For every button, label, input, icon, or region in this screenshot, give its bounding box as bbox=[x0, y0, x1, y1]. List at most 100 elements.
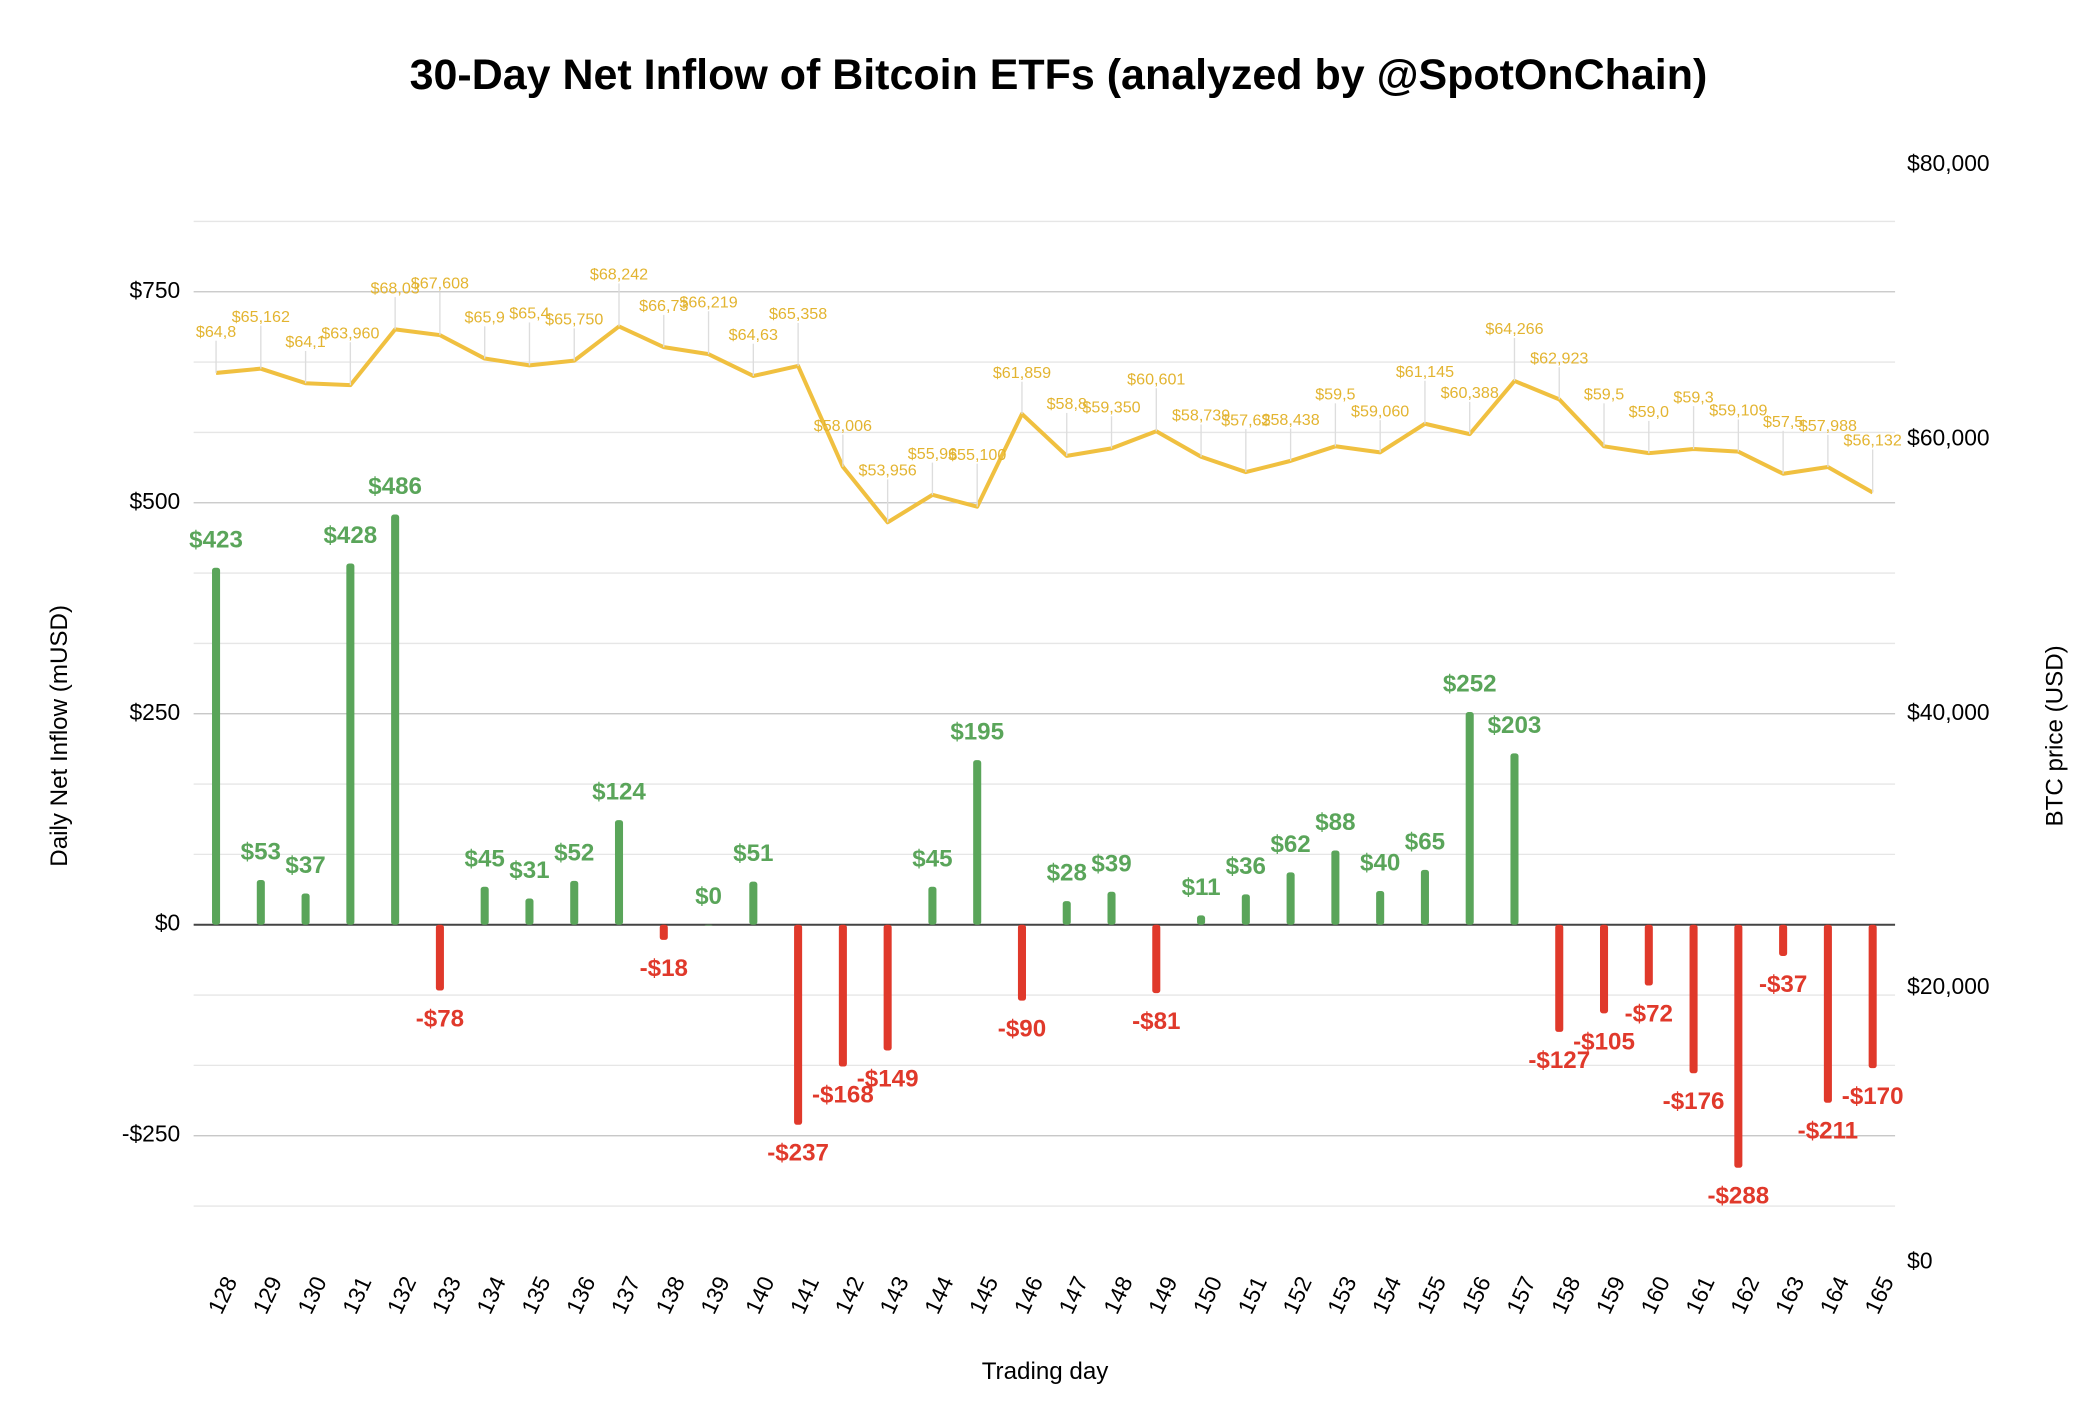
x-tick-label: 134 bbox=[471, 1272, 511, 1318]
x-axis-title: Trading day bbox=[982, 1358, 1110, 1385]
x-tick-label: 150 bbox=[1188, 1272, 1228, 1317]
price-value-label: $58,739 bbox=[1172, 407, 1230, 425]
x-tick-label: 161 bbox=[1680, 1272, 1720, 1317]
bar-value-label: $45 bbox=[465, 845, 505, 872]
x-tick-label: 138 bbox=[650, 1272, 690, 1317]
bar-value-label: $53 bbox=[241, 839, 281, 866]
price-value-label: $67,608 bbox=[411, 274, 469, 292]
price-value-label: $60,388 bbox=[1441, 384, 1499, 402]
bar-value-label: -$72 bbox=[1625, 1000, 1673, 1027]
bar bbox=[391, 514, 400, 925]
x-tick-label: 157 bbox=[1501, 1272, 1541, 1317]
y2-tick-label: $40,000 bbox=[1907, 699, 1989, 725]
price-value-label: $58,006 bbox=[814, 417, 872, 435]
x-tick-label: 131 bbox=[337, 1272, 377, 1317]
bar bbox=[973, 760, 982, 925]
bar-value-label: -$105 bbox=[1573, 1028, 1635, 1055]
bar-value-label: $252 bbox=[1443, 671, 1497, 698]
x-tick-label: 146 bbox=[1008, 1272, 1048, 1317]
price-value-label: $59,060 bbox=[1351, 402, 1409, 420]
bar bbox=[346, 563, 355, 925]
x-tick-label: 147 bbox=[1053, 1272, 1093, 1317]
price-value-label: $61,859 bbox=[993, 364, 1051, 382]
bar bbox=[1420, 869, 1429, 925]
price-value-label: $65,162 bbox=[232, 308, 290, 326]
price-value-label: $60,601 bbox=[1127, 370, 1185, 388]
bar bbox=[1376, 890, 1385, 925]
price-value-label: $64,266 bbox=[1485, 320, 1543, 338]
price-line bbox=[215, 324, 1874, 525]
bar-value-label: -$81 bbox=[1132, 1008, 1180, 1035]
price-value-label: $59,109 bbox=[1709, 402, 1767, 420]
y2-tick-label: $80,000 bbox=[1907, 150, 1989, 176]
bar-value-label: $40 bbox=[1360, 849, 1400, 876]
bar-value-label: -$78 bbox=[416, 1005, 464, 1032]
price-value-label: $65,9 bbox=[465, 309, 505, 327]
bar bbox=[435, 924, 444, 991]
x-tick-label: 159 bbox=[1590, 1272, 1630, 1317]
bar bbox=[1779, 924, 1788, 956]
x-tick-label: 155 bbox=[1411, 1272, 1451, 1317]
bar bbox=[749, 881, 758, 925]
bar-value-label: $428 bbox=[323, 522, 377, 549]
price-value-label: $58,8 bbox=[1047, 395, 1087, 413]
x-tick-label: 141 bbox=[785, 1272, 825, 1317]
bar-value-label: $423 bbox=[189, 526, 243, 553]
x-tick-label: 164 bbox=[1814, 1272, 1854, 1318]
x-tick-label: 151 bbox=[1232, 1272, 1272, 1317]
x-tick-label: 139 bbox=[695, 1272, 735, 1317]
bar-value-label: $203 bbox=[1488, 712, 1542, 739]
y-tick-label: $750 bbox=[129, 277, 180, 303]
price-value-label: $65,358 bbox=[769, 305, 827, 323]
bar bbox=[838, 924, 847, 1067]
bar bbox=[704, 924, 713, 926]
bar-value-label: -$288 bbox=[1707, 1183, 1769, 1210]
bar bbox=[883, 924, 892, 1051]
x-tick-label: 152 bbox=[1277, 1272, 1317, 1317]
price-value-label: $55,96 bbox=[908, 445, 957, 463]
y2-tick-label: $0 bbox=[1907, 1247, 1932, 1273]
x-tick-label: 140 bbox=[740, 1272, 780, 1317]
bar-value-label: $0 bbox=[695, 883, 722, 910]
x-tick-label: 149 bbox=[1143, 1272, 1183, 1317]
price-value-label: $59,3 bbox=[1673, 388, 1713, 406]
bar bbox=[1644, 924, 1653, 986]
x-tick-label: 130 bbox=[292, 1272, 332, 1317]
x-tick-label: 129 bbox=[247, 1272, 287, 1317]
price-value-label: $64,8 bbox=[196, 323, 236, 341]
x-tick-label: 142 bbox=[829, 1272, 869, 1317]
x-tick-label: 165 bbox=[1859, 1272, 1899, 1317]
price-value-label: $57,62 bbox=[1221, 411, 1270, 429]
bar bbox=[1017, 924, 1026, 1001]
bar-value-label: -$170 bbox=[1842, 1083, 1904, 1110]
bar-value-label: -$149 bbox=[857, 1065, 919, 1092]
price-value-label: $57,988 bbox=[1799, 417, 1857, 435]
price-value-label: $66,219 bbox=[679, 293, 737, 311]
price-value-label: $57,5 bbox=[1763, 413, 1803, 431]
bar bbox=[1241, 894, 1250, 925]
bar bbox=[1197, 915, 1206, 925]
bar bbox=[1107, 891, 1116, 925]
price-value-label: $68,03 bbox=[370, 279, 419, 297]
bar-value-label: $486 bbox=[368, 473, 422, 500]
bar bbox=[659, 924, 668, 940]
price-value-label: $59,5 bbox=[1584, 386, 1624, 404]
bar-value-label: $62 bbox=[1270, 831, 1310, 858]
bar bbox=[794, 924, 803, 1125]
price-value-label: $64,63 bbox=[729, 326, 778, 344]
bar-value-label: -$18 bbox=[640, 955, 688, 982]
bar bbox=[212, 567, 221, 925]
bar-value-label: $28 bbox=[1047, 860, 1087, 887]
y-tick-label: $0 bbox=[155, 910, 180, 936]
bar-value-label: $31 bbox=[509, 857, 549, 884]
x-tick-label: 158 bbox=[1546, 1272, 1586, 1317]
bar-value-label: $39 bbox=[1091, 850, 1131, 877]
bar-value-label: -$90 bbox=[998, 1016, 1046, 1043]
bar-value-label: -$211 bbox=[1798, 1118, 1858, 1145]
price-value-label: $68,242 bbox=[590, 266, 648, 284]
bar-value-label: -$168 bbox=[812, 1081, 874, 1108]
bar-value-label: $37 bbox=[285, 852, 325, 879]
x-tick-label: 128 bbox=[202, 1272, 242, 1317]
x-tick-label: 135 bbox=[516, 1272, 556, 1317]
bar-value-label: $51 bbox=[733, 840, 773, 867]
